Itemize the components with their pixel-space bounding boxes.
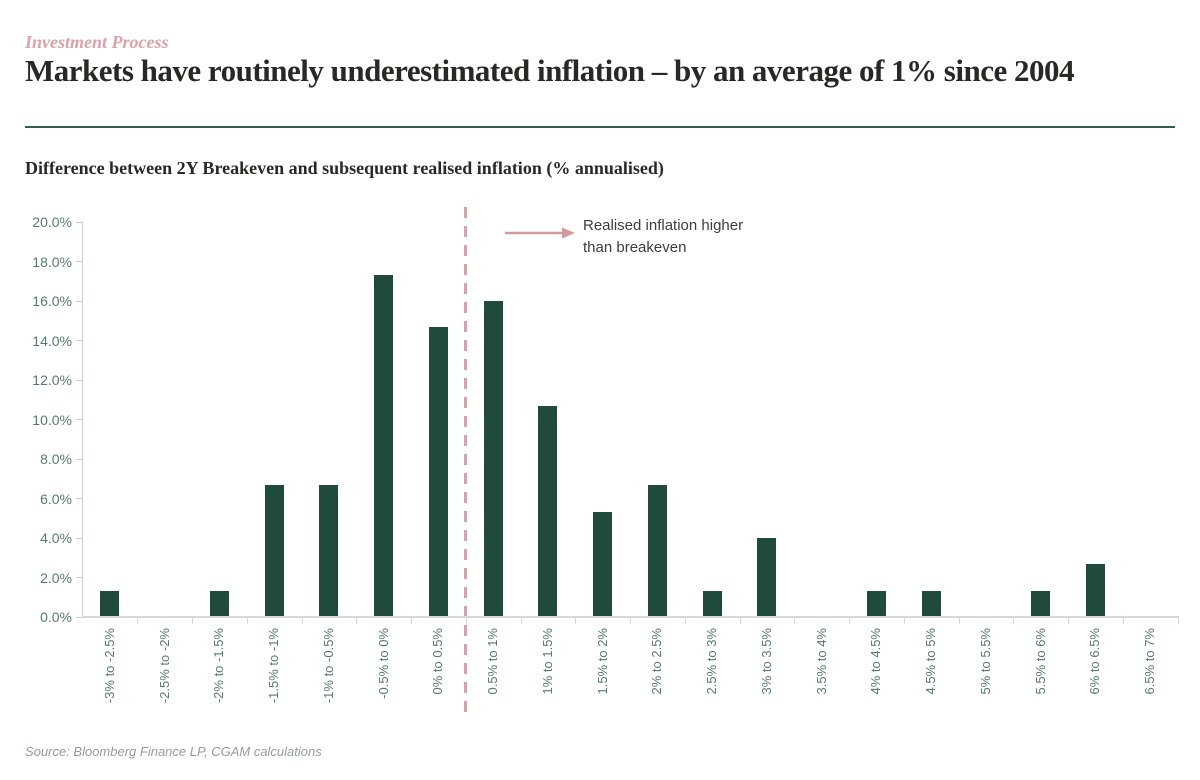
x-axis-tick: [301, 618, 303, 624]
bar: [538, 406, 558, 616]
y-axis-line: [81, 222, 83, 617]
x-tick-label: 5.5% to 6%: [1032, 628, 1048, 695]
x-tick-label: 6.5% to 7%: [1142, 628, 1158, 695]
page-title: Markets have routinely underestimated in…: [25, 53, 1074, 88]
source-note: Source: Bloomberg Finance LP, CGAM calcu…: [25, 744, 322, 759]
x-tick-label: 5% to 5.5%: [977, 628, 993, 695]
x-tick-label: 0% to 0.5%: [430, 628, 446, 695]
x-tick-label: 4% to 4.5%: [868, 628, 884, 695]
x-tick-label: 3% to 3.5%: [758, 628, 774, 695]
bar: [593, 511, 613, 616]
x-tick-label: -1% to -0.5%: [320, 628, 336, 704]
x-axis-tick: [137, 618, 139, 624]
annotation-line-2: than breakeven: [583, 239, 687, 256]
y-tick-label: 0.0%: [40, 609, 72, 625]
x-axis-tick: [739, 618, 741, 624]
x-axis-tick: [849, 618, 850, 624]
bar: [1031, 590, 1051, 616]
bar: [319, 485, 339, 616]
x-tick-label: 2% to 2.5%: [649, 628, 665, 695]
annotation-line-1: Realised inflation higher: [583, 217, 744, 234]
x-tick-label: 0.5% to 1%: [485, 628, 501, 695]
bar: [866, 590, 886, 616]
x-tick-label: -2.5% to -2%: [156, 628, 172, 704]
x-axis-tick: [465, 618, 467, 624]
bar: [209, 590, 229, 616]
x-tick-label: 1.5% to 2%: [594, 628, 610, 695]
y-tick-label: 6.0%: [40, 490, 72, 507]
x-tick-label: 1% to 1.5%: [539, 628, 555, 695]
x-axis-tick: [356, 618, 358, 624]
x-axis-tick: [1013, 618, 1015, 624]
x-axis-tick: [1122, 618, 1124, 624]
x-axis-line: [81, 616, 1179, 618]
y-axis-tick: [75, 577, 82, 578]
bar: [483, 301, 503, 616]
x-axis-tick: [192, 618, 193, 624]
x-axis-tick: [1068, 618, 1069, 624]
y-tick-label: 20.0%: [32, 214, 72, 230]
y-tick-label: 12.0%: [32, 372, 72, 388]
x-axis-tick: [246, 618, 248, 624]
annotation-realised-higher: Realised inflation higher than breakeven: [583, 215, 743, 259]
y-axis-tick: [75, 379, 82, 381]
bar: [374, 274, 394, 616]
y-tick-label: 8.0%: [40, 451, 72, 467]
bar: [647, 485, 667, 616]
x-axis-tick: [1177, 618, 1179, 624]
x-tick-label: -0.5% to 0%: [375, 628, 391, 699]
x-axis-tick: [958, 618, 960, 624]
y-tick-label: 4.0%: [40, 530, 72, 546]
arrow-right-icon: [505, 227, 575, 239]
breakeven-divider-dashed-line: [464, 207, 468, 713]
bar: [921, 590, 941, 616]
x-axis-tick: [903, 618, 905, 624]
x-axis-tick: [575, 618, 577, 624]
y-axis-tick: [75, 616, 82, 618]
title-divider-rule: [25, 126, 1175, 128]
x-tick-label: 4.5% to 5%: [923, 628, 939, 695]
x-axis-tick: [520, 618, 522, 624]
bar: [1085, 564, 1105, 616]
bar: [428, 327, 448, 616]
y-tick-label: 14.0%: [32, 332, 72, 349]
bar: [100, 590, 120, 616]
bar: [264, 485, 284, 616]
bar: [702, 590, 722, 616]
x-axis-tick: [684, 618, 686, 624]
y-tick-label: 16.0%: [32, 293, 72, 309]
x-tick-label: -1.5% to -1%: [266, 628, 282, 704]
y-tick-label: 10.0%: [32, 411, 72, 428]
y-axis-tick: [75, 419, 82, 420]
y-axis-tick: [75, 458, 82, 460]
eyebrow-label: Investment Process: [25, 32, 169, 52]
x-tick-label: -3% to -2.5%: [101, 628, 117, 704]
y-axis-tick: [75, 261, 82, 262]
x-axis-tick: [630, 618, 631, 624]
y-axis-tick: [75, 537, 82, 539]
y-tick-label: 2.0%: [40, 569, 72, 586]
x-tick-label: -2% to -1.5%: [211, 628, 227, 704]
x-axis-tick: [794, 618, 796, 624]
y-tick-label: 18.0%: [32, 253, 72, 270]
y-axis-tick: [75, 340, 82, 341]
y-axis-tick: [75, 300, 82, 302]
x-tick-label: 3.5% to 4%: [813, 628, 829, 695]
x-tick-label: 2.5% to 3%: [704, 628, 720, 695]
y-axis-tick: [75, 498, 82, 499]
chart-title: Difference between 2Y Breakeven and subs…: [25, 158, 664, 178]
y-axis-tick: [75, 221, 82, 223]
bar: [757, 538, 777, 616]
x-tick-label: 6% to 6.5%: [1087, 628, 1103, 695]
x-axis-tick: [411, 618, 412, 624]
